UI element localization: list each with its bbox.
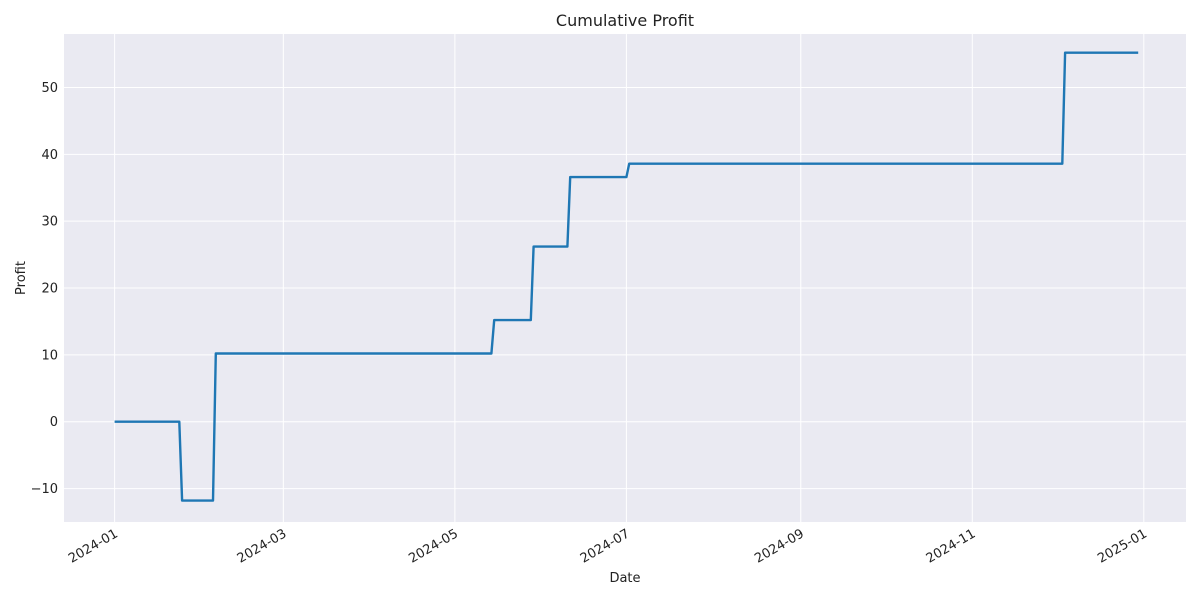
- y-tick-label: 10: [41, 348, 58, 363]
- y-tick-label: −10: [31, 482, 58, 497]
- grid-layer: [64, 34, 1186, 522]
- y-tick-label: 0: [50, 415, 58, 430]
- x-tick-label: 2024-03: [235, 526, 290, 566]
- y-tick-label: 50: [41, 81, 58, 96]
- x-axis-label: Date: [609, 571, 640, 586]
- x-tick-label: 2024-01: [66, 526, 121, 566]
- chart-title: Cumulative Profit: [556, 11, 694, 30]
- y-tick-label: 20: [41, 282, 58, 297]
- x-tick-label: 2024-09: [752, 526, 807, 566]
- y-tick-label: 40: [41, 148, 58, 163]
- plot-area: [64, 34, 1186, 522]
- x-tick-label: 2024-11: [924, 526, 979, 566]
- x-tick-label: 2024-07: [578, 526, 633, 566]
- series-layer: [114, 51, 1139, 502]
- y-tick-label: 30: [41, 215, 58, 230]
- x-tick-label: 2024-05: [406, 526, 461, 566]
- x-tick-label: 2025-01: [1095, 526, 1150, 566]
- y-axis-label: Profit: [14, 261, 29, 295]
- profit-series-line: [114, 51, 1139, 502]
